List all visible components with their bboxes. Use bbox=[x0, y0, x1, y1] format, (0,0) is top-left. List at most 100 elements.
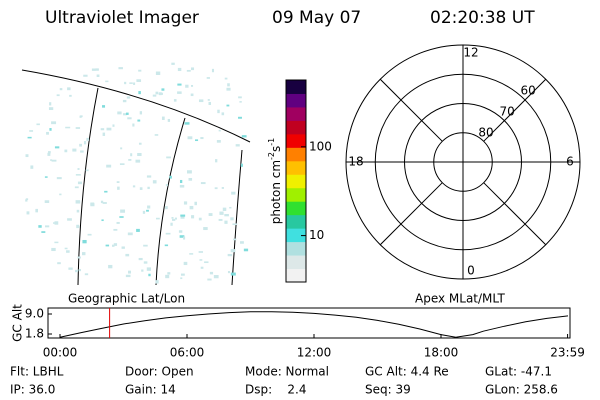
speckle bbox=[82, 239, 87, 244]
speckle bbox=[195, 139, 199, 142]
speckle bbox=[50, 159, 53, 161]
speckle bbox=[204, 261, 209, 264]
speckle bbox=[200, 182, 206, 185]
speckle bbox=[79, 143, 82, 147]
speckle bbox=[132, 123, 135, 127]
status-field: GC Alt: 4.4 Re bbox=[365, 365, 449, 379]
speckle bbox=[174, 217, 177, 220]
plot-frame bbox=[47, 307, 571, 339]
speckle bbox=[77, 181, 82, 185]
speckle bbox=[104, 190, 108, 193]
speckle bbox=[85, 169, 89, 172]
x-tick-label: 12:00 bbox=[297, 346, 332, 360]
colorbar-label-text: s bbox=[269, 146, 283, 152]
status-field: GLat: -47.1 bbox=[485, 365, 552, 379]
speckle bbox=[75, 174, 81, 176]
speckle bbox=[106, 127, 112, 131]
speckle bbox=[238, 96, 242, 99]
speckle bbox=[68, 267, 73, 270]
speckle bbox=[90, 202, 95, 206]
speckle bbox=[186, 69, 191, 72]
speckle bbox=[235, 144, 240, 147]
status-field: Seq: 39 bbox=[365, 383, 411, 397]
speckle bbox=[243, 248, 249, 252]
map-line bbox=[21, 69, 251, 143]
speckle bbox=[54, 221, 59, 225]
speckle bbox=[127, 117, 132, 120]
map-line bbox=[155, 117, 186, 286]
speckle bbox=[200, 137, 204, 140]
speckle bbox=[224, 220, 228, 224]
speckle bbox=[184, 122, 190, 125]
speckle bbox=[177, 83, 182, 86]
speckle bbox=[171, 62, 175, 65]
speckle bbox=[105, 80, 109, 83]
speckle bbox=[224, 77, 228, 80]
speckle bbox=[191, 215, 195, 219]
speckle bbox=[116, 181, 120, 183]
speckle bbox=[183, 236, 186, 240]
speckle bbox=[171, 218, 176, 221]
instrument-title: Ultraviolet Imager bbox=[45, 8, 199, 28]
colorbar-cell bbox=[286, 174, 306, 189]
speckle bbox=[112, 124, 115, 127]
speckle bbox=[190, 84, 194, 87]
speckle bbox=[183, 261, 188, 266]
speckle bbox=[51, 121, 57, 125]
speckle bbox=[25, 199, 28, 202]
speckle bbox=[47, 152, 51, 156]
mlt-label: 12 bbox=[463, 46, 478, 60]
speckle bbox=[118, 67, 123, 70]
speckle bbox=[72, 148, 77, 152]
speckle bbox=[229, 206, 232, 209]
image-panel bbox=[21, 62, 251, 286]
speckle bbox=[117, 186, 120, 190]
speckle bbox=[54, 146, 60, 149]
speckle bbox=[146, 175, 152, 178]
speckle bbox=[138, 142, 142, 145]
speckle bbox=[155, 280, 159, 284]
speckle bbox=[108, 264, 113, 269]
speckle bbox=[59, 88, 63, 91]
speckle bbox=[105, 244, 110, 247]
speckle bbox=[82, 252, 86, 256]
speckle bbox=[125, 253, 130, 257]
speckle bbox=[227, 83, 230, 87]
speckle bbox=[113, 243, 118, 246]
speckle bbox=[102, 202, 107, 204]
speckle bbox=[41, 231, 46, 233]
speckle bbox=[49, 102, 52, 106]
colorbar-cell bbox=[286, 255, 306, 270]
status-field: GLon: 258.6 bbox=[485, 383, 558, 397]
speckle bbox=[117, 111, 122, 115]
x-tick-label: 06:00 bbox=[170, 346, 205, 360]
speckle bbox=[126, 96, 131, 99]
speckle bbox=[218, 218, 223, 221]
polar-spoke bbox=[483, 78, 547, 142]
colorbar-cell bbox=[286, 187, 306, 202]
mlt-label: 6 bbox=[566, 155, 574, 169]
speckle bbox=[137, 152, 142, 157]
map-line bbox=[77, 87, 99, 286]
speckle bbox=[127, 232, 133, 236]
speckle bbox=[219, 211, 224, 215]
speckle bbox=[179, 184, 185, 188]
speckle bbox=[190, 67, 195, 71]
speckle bbox=[185, 84, 189, 88]
speckle bbox=[221, 112, 225, 116]
speckle bbox=[138, 91, 141, 95]
speckle bbox=[169, 175, 172, 179]
speckle bbox=[217, 109, 220, 114]
speckle bbox=[156, 217, 160, 220]
speckle bbox=[84, 273, 89, 276]
speckle bbox=[230, 272, 236, 276]
speckle bbox=[83, 74, 88, 77]
speckle bbox=[78, 269, 81, 272]
polar-spoke bbox=[379, 78, 443, 142]
speckle bbox=[83, 141, 87, 145]
speckle bbox=[143, 261, 148, 264]
speckle bbox=[141, 269, 144, 272]
lat-label: 60 bbox=[521, 83, 536, 97]
speckle bbox=[240, 163, 243, 167]
speckle bbox=[64, 149, 68, 153]
